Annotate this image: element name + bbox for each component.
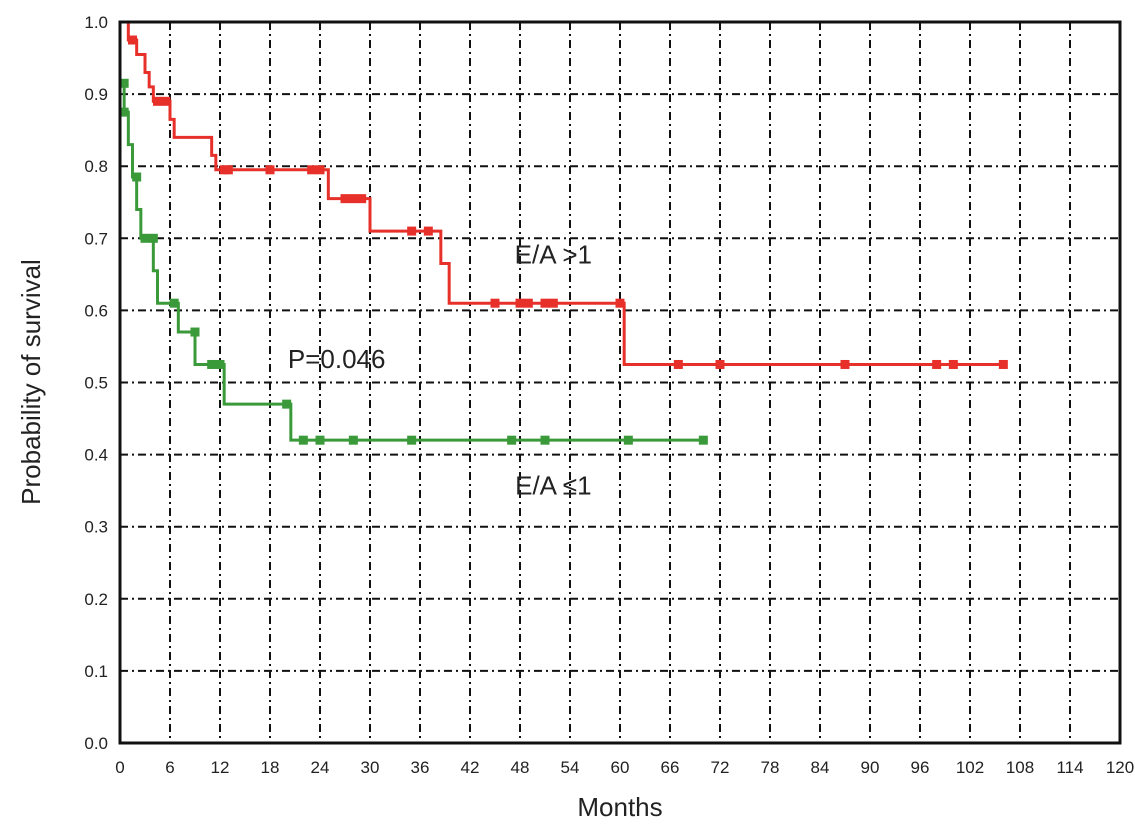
censor-mark	[615, 298, 625, 308]
censor-mark	[190, 327, 200, 337]
series-group	[120, 20, 1008, 369]
censor-mark	[840, 359, 850, 369]
censor-mark	[161, 96, 171, 106]
censor-mark	[623, 435, 633, 445]
censor-mark	[490, 298, 500, 308]
x-tick-label: 36	[411, 758, 430, 777]
censor-mark	[298, 435, 308, 445]
y-tick-label: 0.2	[84, 590, 108, 609]
censor-mark	[153, 96, 162, 106]
censor-mark	[265, 165, 275, 175]
censor-mark	[540, 435, 550, 445]
annotation-label: E/A ≤1	[515, 470, 591, 500]
annotations: E/A >1 P=0.046 E/A ≤1	[288, 240, 592, 501]
censor-mark	[169, 298, 179, 308]
x-tick-label: 42	[461, 758, 480, 777]
x-tick-label: 12	[211, 758, 230, 777]
annotation-label: E/A >1	[515, 240, 592, 270]
x-tick-label: 60	[611, 758, 630, 777]
y-axis-ticks: 0.0 0.1 0.2 0.3 0.4 0.5 0.6 0.7 0.8 0.9 1.0	[84, 13, 108, 753]
censor-mark	[357, 194, 367, 204]
x-tick-label: 30	[361, 758, 380, 777]
censor-mark	[948, 359, 958, 369]
x-tick-label: 108	[1006, 758, 1034, 777]
censor-mark	[507, 435, 517, 445]
y-tick-label: 0.5	[84, 374, 108, 393]
y-tick-label: 0.3	[84, 518, 108, 537]
plot-frame	[118, 20, 1122, 745]
x-tick-label: 48	[511, 758, 530, 777]
censor-mark	[407, 435, 417, 445]
censor-mark	[523, 298, 533, 308]
y-axis-title: Probability of survival	[16, 259, 46, 505]
censor-mark	[515, 298, 525, 308]
censor-mark	[207, 359, 217, 369]
censor-mark	[148, 233, 158, 243]
y-tick-label: 0.9	[84, 85, 108, 104]
censor-mark	[119, 107, 129, 117]
censor-mark	[715, 359, 725, 369]
censor-mark	[407, 226, 417, 236]
censor-mark	[348, 435, 358, 445]
series-group	[119, 78, 708, 445]
censor-mark	[932, 359, 942, 369]
survival-step-line	[120, 81, 704, 442]
x-tick-label: 54	[561, 758, 580, 777]
y-tick-label: 0.8	[84, 157, 108, 176]
censor-mark	[307, 165, 317, 175]
censor-mark	[215, 359, 225, 369]
censor-mark	[340, 194, 350, 204]
censor-mark	[140, 233, 150, 243]
x-tick-label: 78	[761, 758, 780, 777]
x-tick-label: 96	[911, 758, 930, 777]
censor-mark	[998, 359, 1008, 369]
censor-mark	[548, 298, 558, 308]
y-tick-label: 0.0	[84, 734, 108, 753]
series-layer	[119, 20, 1008, 445]
censor-mark	[315, 435, 325, 445]
x-axis-ticks: 0 6 12 18 24 30 36 42 48 54 60 66 72 78 84 90 96 102 108 11…	[115, 758, 1134, 777]
x-tick-label: 6	[165, 758, 174, 777]
survival-step-line	[120, 20, 1004, 366]
x-tick-label: 84	[811, 758, 830, 777]
censor-mark	[282, 399, 292, 409]
grid-lines	[120, 22, 1120, 743]
x-tick-label: 66	[661, 758, 680, 777]
x-tick-label: 18	[261, 758, 280, 777]
x-axis-title: Months	[577, 792, 662, 822]
censor-mark	[423, 226, 433, 236]
censor-mark	[119, 78, 129, 88]
censor-mark	[540, 298, 550, 308]
censor-mark	[223, 165, 233, 175]
y-tick-label: 0.6	[84, 301, 108, 320]
censor-mark	[128, 35, 137, 45]
y-tick-label: 0.1	[84, 662, 108, 681]
censor-mark	[348, 194, 358, 204]
annotation-label: P=0.046	[288, 344, 386, 374]
x-tick-label: 24	[311, 758, 330, 777]
x-tick-label: 0	[115, 758, 124, 777]
censor-mark	[698, 435, 708, 445]
x-tick-label: 120	[1106, 758, 1134, 777]
censor-mark	[315, 165, 325, 175]
y-tick-label: 1.0	[84, 13, 108, 32]
y-tick-label: 0.7	[84, 229, 108, 248]
x-tick-label: 114	[1056, 758, 1083, 777]
censor-mark	[673, 359, 683, 369]
censor-mark	[132, 172, 142, 182]
y-tick-label: 0.4	[84, 446, 108, 465]
x-tick-label: 90	[861, 758, 880, 777]
x-tick-label: 102	[956, 758, 984, 777]
x-tick-label: 72	[711, 758, 730, 777]
